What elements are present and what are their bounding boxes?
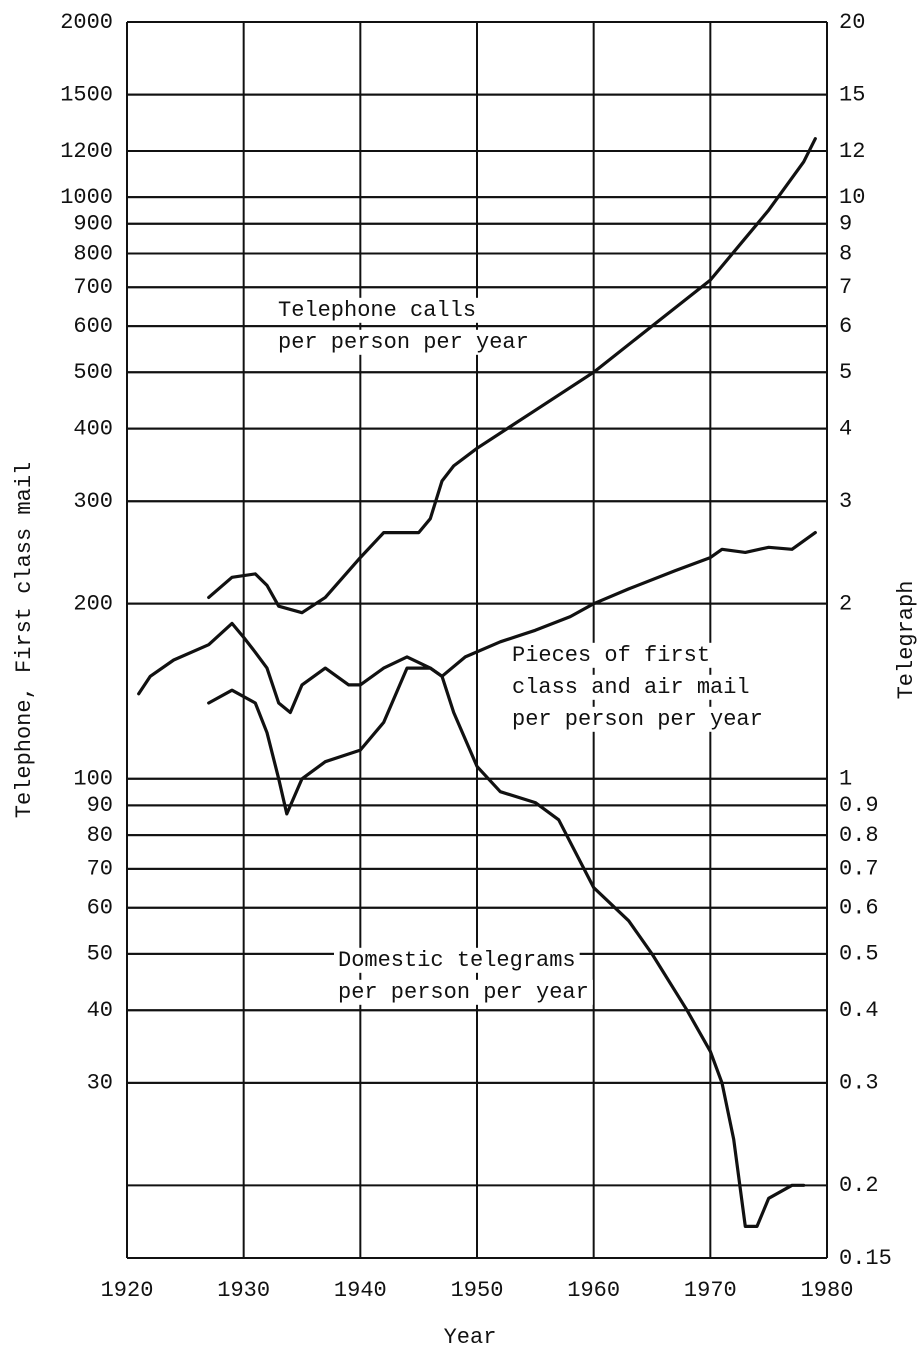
y2-tick-label: 0.7 — [839, 857, 879, 882]
y2-tick-label: 6 — [839, 314, 852, 339]
x-tick-label: 1950 — [451, 1278, 504, 1303]
y2-tick-label: 0.5 — [839, 942, 879, 967]
series-line — [207, 666, 806, 1228]
x-tick-label: 1940 — [334, 1278, 387, 1303]
annotation: per person per year — [278, 330, 529, 355]
annotation-bg — [508, 642, 715, 668]
y2-tick-label: 8 — [839, 241, 852, 266]
y2-tick-label: 20 — [839, 10, 865, 35]
y2-tick-label: 12 — [839, 139, 865, 164]
y2-tick-label: 0.15 — [839, 1246, 892, 1271]
series-line — [207, 137, 817, 615]
x-tick-label: 1980 — [801, 1278, 854, 1303]
y2-tick-label: 4 — [839, 416, 852, 441]
annotation-bg — [334, 947, 580, 973]
y-tick-label: 1000 — [60, 185, 113, 210]
y-tick-label: 60 — [87, 896, 113, 921]
annotation-bg — [334, 979, 593, 1005]
y2-tick-label: 5 — [839, 360, 852, 385]
annotation: Domestic telegrams — [338, 948, 576, 973]
y-tick-label: 80 — [87, 823, 113, 848]
y2-tick-label: 0.8 — [839, 823, 879, 848]
y2-axis-label: Telegraph — [894, 581, 919, 700]
y2-tick-label: 0.4 — [839, 998, 879, 1023]
y-tick-label: 90 — [87, 793, 113, 818]
y2-tick-label: 10 — [839, 185, 865, 210]
y-tick-label: 50 — [87, 942, 113, 967]
annotation: Telephone calls — [278, 298, 476, 323]
y2-tick-label: 15 — [839, 82, 865, 107]
y-axis-label: Telephone, First class mail — [12, 462, 37, 818]
y2-tick-label: 2 — [839, 591, 852, 616]
annotation-bg — [274, 297, 481, 323]
x-tick-label: 1960 — [567, 1278, 620, 1303]
y-tick-label: 900 — [73, 212, 113, 237]
y-tick-label: 1500 — [60, 82, 113, 107]
y2-tick-label: 9 — [839, 212, 852, 237]
annotation-bg — [508, 674, 754, 700]
x-axis-label: Year — [444, 1325, 497, 1350]
y2-tick-label: 0.3 — [839, 1071, 879, 1096]
y2-tick-label: 1 — [839, 767, 852, 792]
y-tick-label: 300 — [73, 489, 113, 514]
y2-tick-label: 7 — [839, 275, 852, 300]
x-tick-label: 1920 — [101, 1278, 154, 1303]
y-tick-label: 200 — [73, 591, 113, 616]
annotation: class and air mail — [512, 675, 750, 700]
y-tick-label: 1200 — [60, 139, 113, 164]
annotation-bg — [274, 329, 533, 355]
y-tick-label: 600 — [73, 314, 113, 339]
annotation: Pieces of first — [512, 643, 710, 668]
annotation: per person per year — [338, 980, 589, 1005]
y2-tick-label: 0.2 — [839, 1173, 879, 1198]
y-tick-label: 500 — [73, 360, 113, 385]
series-line — [137, 531, 817, 715]
y-tick-label: 40 — [87, 998, 113, 1023]
y-tick-label: 2000 — [60, 10, 113, 35]
annotation: per person per year — [512, 707, 763, 732]
y-tick-label: 100 — [73, 767, 113, 792]
y2-tick-label: 0.9 — [839, 793, 879, 818]
y2-tick-label: 3 — [839, 489, 852, 514]
y-tick-label: 800 — [73, 241, 113, 266]
x-tick-label: 1970 — [684, 1278, 737, 1303]
y-tick-label: 400 — [73, 416, 113, 441]
y-tick-label: 70 — [87, 857, 113, 882]
annotation-bg — [508, 706, 767, 732]
y2-tick-label: 0.6 — [839, 896, 879, 921]
y-tick-label: 700 — [73, 275, 113, 300]
x-tick-label: 1930 — [217, 1278, 270, 1303]
y-tick-label: 30 — [87, 1071, 113, 1096]
